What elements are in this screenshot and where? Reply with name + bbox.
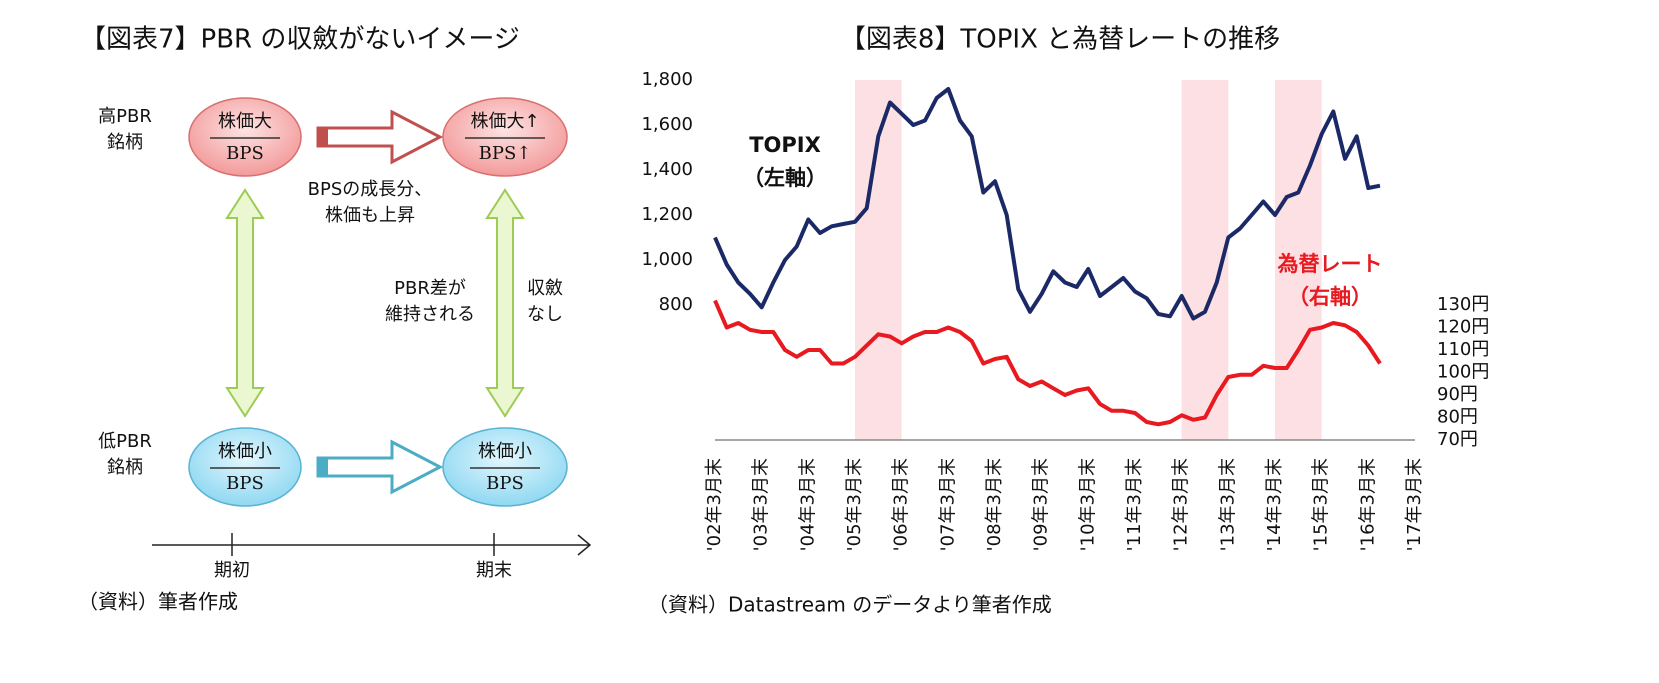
series-annotation: （左軸）: [743, 166, 827, 190]
node-numerator: 株価大: [218, 111, 272, 132]
note: 収斂: [527, 278, 563, 299]
timeline-arrow: [577, 534, 592, 556]
y2-tick-label: 100円: [1437, 362, 1489, 383]
x-tick-label: '02年3月末: [704, 458, 725, 551]
diagram-title: 【図表7】PBR の収斂がないイメージ: [80, 25, 520, 55]
timeline-label: 期初: [214, 560, 250, 581]
source: （資料）筆者作成: [78, 590, 238, 614]
double-arrow: [225, 188, 265, 418]
x-tick-label: '09年3月末: [1031, 458, 1052, 551]
row-label: 高PBR: [98, 106, 152, 127]
x-tick-label: '10年3月末: [1077, 458, 1098, 551]
x-tick-label: '08年3月末: [984, 458, 1005, 551]
node-denominator: BPS: [486, 473, 524, 494]
series-annotation: 為替レート: [1278, 252, 1383, 276]
y-tick-label: 1,400: [641, 159, 693, 180]
node: 株価大↑ BPS↑: [442, 97, 568, 177]
y2-tick-label: 70円: [1437, 429, 1478, 450]
note: 維持される: [385, 304, 475, 325]
node: 株価大 BPS: [188, 97, 302, 177]
diagram: 【図表7】PBR の収斂がないイメージ 高PBR 銘柄 低PBR 銘柄 株価大 …: [78, 25, 592, 614]
note: PBR差が: [394, 278, 466, 299]
node-shape: [188, 427, 302, 507]
node: 株価小 BPS: [188, 427, 302, 507]
double-arrow: [485, 188, 525, 418]
y2-tick-label: 130円: [1437, 294, 1489, 315]
y2-tick-label: 90円: [1437, 384, 1478, 405]
node-shape: [442, 97, 568, 177]
y-tick-label: 1,200: [641, 204, 693, 225]
chart: 【図表8】TOPIX と為替レートの推移 （資料）Datastream のデータ…: [641, 25, 1489, 617]
x-tick-label: '06年3月末: [891, 458, 912, 551]
arrow: [316, 439, 444, 495]
x-tick-label: '04年3月末: [797, 458, 818, 551]
x-tick-label: '17年3月末: [1404, 458, 1425, 551]
source: （資料）Datastream のデータより筆者作成: [648, 593, 1052, 617]
shaded-period: [1275, 80, 1322, 440]
y-tick-label: 800: [659, 294, 693, 315]
y2-tick-label: 120円: [1437, 317, 1489, 338]
note: なし: [527, 304, 563, 325]
y-tick-label: 1,800: [641, 69, 693, 90]
node-denominator: BPS: [226, 143, 264, 164]
x-tick-label: '13年3月末: [1217, 458, 1238, 551]
timeline-label: 期末: [476, 560, 512, 581]
note: BPSの成長分、: [308, 179, 433, 200]
arrow-tail: [318, 128, 328, 146]
y-tick-label: 1,600: [641, 114, 693, 135]
node-denominator: BPS↑: [479, 143, 532, 164]
x-tick-label: '14年3月末: [1264, 458, 1285, 551]
series-line: [713, 87, 1381, 321]
arrow-tail: [318, 458, 328, 476]
note: 株価も上昇: [325, 205, 415, 226]
node-shape: [188, 97, 302, 177]
row-label: 低PBR: [98, 431, 152, 452]
y-tick-label: 1,000: [641, 249, 693, 270]
y2-tick-label: 80円: [1437, 407, 1478, 428]
node-numerator: 株価小: [478, 441, 532, 462]
row-label: 銘柄: [107, 457, 143, 478]
node-shape: [442, 427, 568, 507]
series-annotation: （右軸）: [1288, 285, 1372, 309]
x-tick-label: '05年3月末: [844, 458, 865, 551]
x-tick-label: '16年3月末: [1357, 458, 1378, 551]
y2-tick-label: 110円: [1437, 339, 1489, 360]
arrow: [316, 109, 444, 165]
chart-title: 【図表8】TOPIX と為替レートの推移: [840, 25, 1280, 55]
x-tick-label: '07年3月末: [937, 458, 958, 551]
x-tick-label: '11年3月末: [1124, 458, 1145, 551]
node-numerator: 株価小: [218, 441, 272, 462]
node-denominator: BPS: [226, 473, 264, 494]
x-tick-label: '15年3月末: [1311, 458, 1332, 551]
series-annotation: TOPIX: [749, 133, 821, 157]
x-tick-label: '03年3月末: [751, 458, 772, 551]
node-numerator: 株価大↑: [470, 111, 539, 132]
series-line: [713, 299, 1382, 427]
row-label: 銘柄: [107, 132, 143, 153]
x-tick-label: '12年3月末: [1171, 458, 1192, 551]
node: 株価小 BPS: [442, 427, 568, 507]
